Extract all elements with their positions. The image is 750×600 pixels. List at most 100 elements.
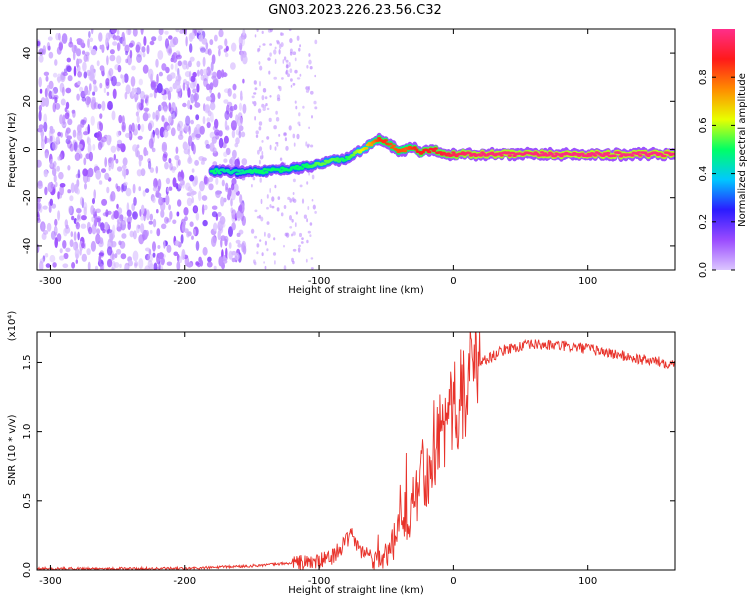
noise-blob <box>223 135 229 144</box>
y-tick-label: 0 <box>22 146 33 152</box>
noise-blob <box>225 52 229 58</box>
noise-blob <box>113 262 120 268</box>
noise-blob <box>88 31 91 38</box>
noise-speck <box>283 265 287 270</box>
noise-blob <box>177 159 181 166</box>
noise-blob <box>112 88 117 100</box>
noise-blob <box>56 165 60 172</box>
noise-speck <box>306 65 309 69</box>
noise-blob <box>116 29 120 35</box>
noise-blob <box>156 228 161 237</box>
noise-blob <box>145 247 151 252</box>
noise-blob <box>180 169 184 179</box>
noise-blob <box>83 54 88 63</box>
noise-blob <box>37 181 43 189</box>
noise-blob <box>116 55 122 64</box>
noise-blob <box>236 116 243 127</box>
noise-blob <box>49 158 54 168</box>
noise-speck <box>299 73 302 77</box>
noise-blob <box>62 114 66 125</box>
noise-blob <box>195 212 200 221</box>
noise-speck <box>308 53 311 57</box>
noise-blob <box>40 138 45 150</box>
noise-speck <box>257 108 262 114</box>
noise-blob <box>222 72 228 77</box>
noise-blob <box>209 39 214 46</box>
noise-blob <box>66 57 72 63</box>
noise-blob <box>88 45 93 51</box>
noise-speck <box>264 240 267 246</box>
noise-blob <box>238 36 243 46</box>
noise-blob <box>148 160 152 170</box>
noise-blob <box>94 217 98 227</box>
noise-blob <box>198 34 204 42</box>
noise-blob <box>65 101 70 110</box>
noise-speck <box>283 244 285 248</box>
noise-blob <box>138 258 144 269</box>
noise-blob <box>217 211 222 217</box>
noise-blob <box>38 104 43 112</box>
noise-speck <box>309 66 313 70</box>
noise-blob <box>80 223 87 229</box>
snr-multiplier: (x10⁴) <box>7 311 18 342</box>
noise-blob <box>182 102 187 108</box>
noise-blob <box>182 141 188 151</box>
noise-speck <box>267 233 271 239</box>
noise-blob <box>224 235 229 243</box>
noise-blob <box>93 83 97 89</box>
noise-speck <box>289 38 293 44</box>
noise-blob <box>185 36 188 47</box>
ridge-core <box>335 157 340 160</box>
noise-blob <box>240 90 243 99</box>
ridge-core <box>630 154 635 157</box>
noise-blob <box>57 131 62 137</box>
x-tick-label: 0 <box>450 276 456 287</box>
x-tick-label: -300 <box>39 576 62 587</box>
noise-blob <box>230 62 236 70</box>
noise-blob <box>38 76 42 88</box>
noise-blob <box>154 127 160 136</box>
noise-blob <box>71 262 76 269</box>
noise-blob <box>92 91 96 96</box>
noise-speck <box>301 198 305 204</box>
noise-blob <box>155 190 160 198</box>
noise-blob <box>73 242 76 251</box>
noise-blob <box>140 123 145 133</box>
noise-blob <box>218 137 224 149</box>
noise-blob <box>202 219 208 227</box>
noise-blob <box>196 83 200 93</box>
x-tick-label: 100 <box>578 576 597 587</box>
noise-blob <box>231 222 236 231</box>
noise-blob <box>49 254 56 263</box>
noise-blob <box>127 221 131 230</box>
noise-blob <box>126 209 132 217</box>
noise-blob <box>201 195 208 201</box>
noise-blob <box>44 186 48 196</box>
noise-blob <box>155 114 159 122</box>
noise-blob <box>73 141 78 152</box>
noise-blob <box>160 209 165 218</box>
noise-blob <box>42 45 47 56</box>
noise-blob <box>121 233 127 239</box>
noise-blob <box>155 165 159 174</box>
noise-speck <box>255 134 259 138</box>
noise-blob <box>85 153 91 160</box>
noise-blob <box>123 73 129 83</box>
noise-blob <box>186 262 193 268</box>
noise-blob <box>155 110 160 121</box>
noise-speck <box>314 210 317 214</box>
noise-blob <box>111 241 117 248</box>
noise-blob <box>110 29 117 34</box>
ridge-core <box>638 154 643 157</box>
noise-blob <box>96 228 101 235</box>
noise-blob <box>147 122 153 132</box>
noise-blob <box>239 194 243 204</box>
noise-blob <box>188 154 192 163</box>
noise-blob <box>125 50 129 56</box>
ridge-core <box>357 151 363 154</box>
noise-blob <box>215 77 219 84</box>
ridge-core <box>412 146 417 149</box>
noise-blob <box>76 188 80 195</box>
noise-blob <box>183 148 190 155</box>
noise-speck <box>302 105 305 109</box>
